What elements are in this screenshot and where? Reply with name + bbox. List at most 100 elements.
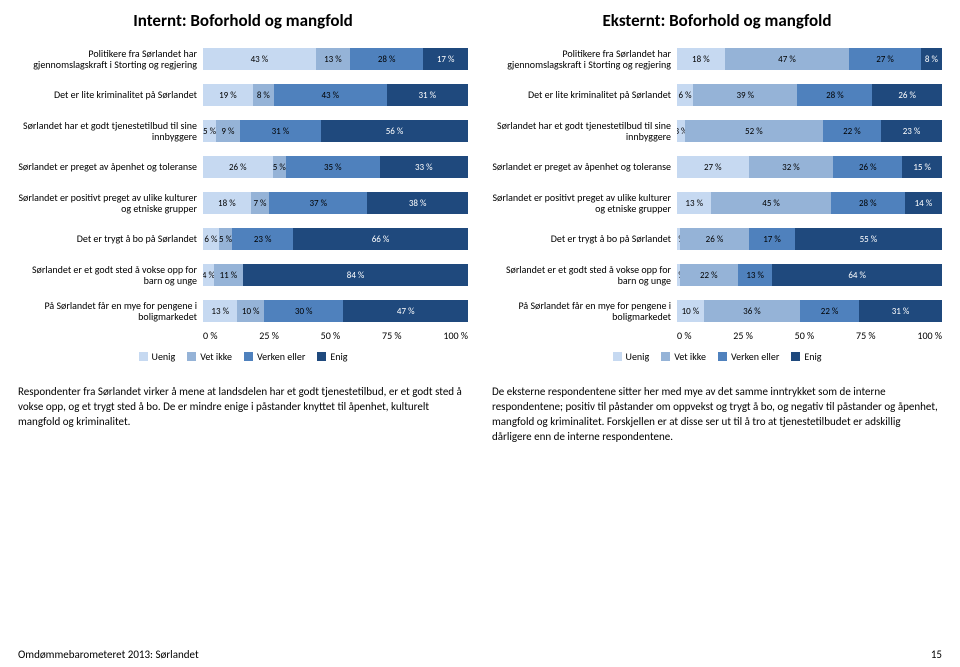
bar-segment: 43 % [274, 84, 387, 106]
legend-label: Vet ikke [674, 350, 706, 363]
bar-segment: 47 % [725, 48, 850, 70]
chart-right-axis-row: 0 %25 %50 %75 %100 % [492, 329, 942, 342]
bar-segment: 28 % [350, 48, 423, 70]
legend-item: Uenig [613, 350, 650, 363]
bar-segment: 32 % [749, 156, 834, 178]
bar-segment: 11 % [214, 264, 243, 286]
bar-segment: 8 % [253, 84, 274, 106]
bar-segment: 22 % [800, 300, 859, 322]
axis-tick: 25 % [733, 329, 753, 342]
legend-label: Vet ikke [200, 350, 232, 363]
legend-item: Vet ikke [187, 350, 232, 363]
bar-segment: 43 % [203, 48, 316, 70]
bar-segment: 14 % [905, 192, 942, 214]
bar-segment: 27 % [849, 48, 921, 70]
legend-item: Vet ikke [661, 350, 706, 363]
bar-segment: 4 % [203, 264, 214, 286]
bar-segment: 56 % [321, 120, 468, 142]
legend-item: Uenig [139, 350, 176, 363]
chart-row: Det er trygt å bo på Sørlandet1 %26 %17 … [492, 225, 942, 253]
bar-segment: 13 % [738, 264, 772, 286]
legend-swatch [791, 352, 800, 361]
legend-swatch [317, 352, 326, 361]
bar-segment: 3 % [677, 120, 685, 142]
bar-segment: 10 % [677, 300, 704, 322]
bar-segment: 22 % [680, 264, 738, 286]
stacked-bar: 43 %13 %28 %17 % [203, 48, 468, 70]
commentary-row: Respondenter fra Sørlandet virker å mene… [18, 385, 942, 444]
chart-row: Sørlandet er positivt preget av ulike ku… [492, 189, 942, 217]
bar-segment: 23 % [881, 120, 942, 142]
bar-segment: 15 % [902, 156, 942, 178]
legend-label: Verken eller [257, 350, 305, 363]
chart-left-axis-row: 0 %25 %50 %75 %100 % [18, 329, 468, 342]
chart-right-panel: Eksternt: Boforhold og mangfold Politike… [492, 10, 942, 363]
bar-segment: 23 % [232, 228, 293, 250]
bar-segment: 17 % [749, 228, 795, 250]
chart-row: Det er trygt å bo på Sørlandet6 %5 %23 %… [18, 225, 468, 253]
bar-segment: 28 % [797, 84, 872, 106]
bar-segment: 31 % [240, 120, 321, 142]
chart-left-axis: 0 %25 %50 %75 %100 % [203, 329, 468, 342]
footer: Omdømmebarometeret 2013: Sørlandet 15 [18, 648, 942, 667]
stacked-bar: 13 %45 %28 %14 % [677, 192, 942, 214]
stacked-bar: 4 %11 %84 % [203, 264, 468, 286]
legend-item: Verken eller [718, 350, 779, 363]
bar-segment: 8 % [921, 48, 942, 70]
row-label: Sørlandet er et godt sted å vokse opp fo… [18, 264, 203, 287]
bar-segment: 7 % [251, 192, 270, 214]
row-label: Sørlandet er preget av åpenhet og tolera… [18, 161, 203, 173]
chart-right-body: Politikere fra Sørlandet har gjennomslag… [492, 45, 942, 325]
bar-segment: 13 % [677, 192, 711, 214]
chart-row: Det er lite kriminalitet på Sørlandet19 … [18, 81, 468, 109]
stacked-bar: 1 %26 %17 %55 % [677, 228, 942, 250]
bar-segment: 39 % [693, 84, 797, 106]
commentary-right: De eksterne respondentene sitter her med… [492, 385, 942, 444]
row-label: Sørlandet har et godt tjenestetilbud til… [492, 120, 677, 143]
bar-segment: 6 % [677, 84, 693, 106]
commentary-left: Respondenter fra Sørlandet virker å mene… [18, 385, 468, 444]
bar-segment: 66 % [293, 228, 468, 250]
row-label: Det er lite kriminalitet på Sørlandet [18, 89, 203, 101]
chart-row: Sørlandet er et godt sted å vokse opp fo… [492, 261, 942, 289]
row-label: Det er trygt å bo på Sørlandet [492, 233, 677, 245]
legend-item: Verken eller [244, 350, 305, 363]
row-label: Sørlandet har et godt tjenestetilbud til… [18, 120, 203, 143]
axis-tick: 100 % [443, 329, 468, 342]
chart-row: Sørlandet er preget av åpenhet og tolera… [492, 153, 942, 181]
bar-segment: 13 % [316, 48, 350, 70]
stacked-bar: 18 %7 %37 %38 % [203, 192, 468, 214]
bar-segment: 33 % [380, 156, 468, 178]
legend-swatch [718, 352, 727, 361]
axis-tick: 25 % [259, 329, 279, 342]
legend-label: Verken eller [731, 350, 779, 363]
stacked-bar: 18 %47 %27 %8 % [677, 48, 942, 70]
legend-label: Uenig [152, 350, 176, 363]
axis-tick: 0 % [203, 329, 217, 342]
bar-segment: 27 % [677, 156, 749, 178]
bar-segment: 10 % [237, 300, 264, 322]
bar-segment: 26 % [872, 84, 942, 106]
legend-swatch [613, 352, 622, 361]
bar-segment: 26 % [833, 156, 902, 178]
chart-row: Det er lite kriminalitet på Sørlandet6 %… [492, 81, 942, 109]
legend-swatch [244, 352, 253, 361]
legend-swatch [187, 352, 196, 361]
legend-swatch [661, 352, 670, 361]
bar-segment: 26 % [203, 156, 273, 178]
legend-label: Enig [804, 350, 821, 363]
axis-tick: 75 % [856, 329, 876, 342]
bar-segment: 18 % [203, 192, 251, 214]
bar-segment: 35 % [286, 156, 380, 178]
bar-segment: 84 % [243, 264, 468, 286]
chart-row: Sørlandet har et godt tjenestetilbud til… [18, 117, 468, 145]
stacked-bar: 27 %32 %26 %15 % [677, 156, 942, 178]
bar-segment: 55 % [795, 228, 942, 250]
row-label: Sørlandet er et godt sted å vokse opp fo… [492, 264, 677, 287]
bar-segment: 6 % [203, 228, 219, 250]
bar-segment: 36 % [704, 300, 800, 322]
chart-left-title: Internt: Boforhold og mangfold [18, 10, 468, 31]
bar-segment: 45 % [711, 192, 830, 214]
row-label: Sørlandet er preget av åpenhet og tolera… [492, 161, 677, 173]
bar-segment: 17 % [423, 48, 468, 70]
